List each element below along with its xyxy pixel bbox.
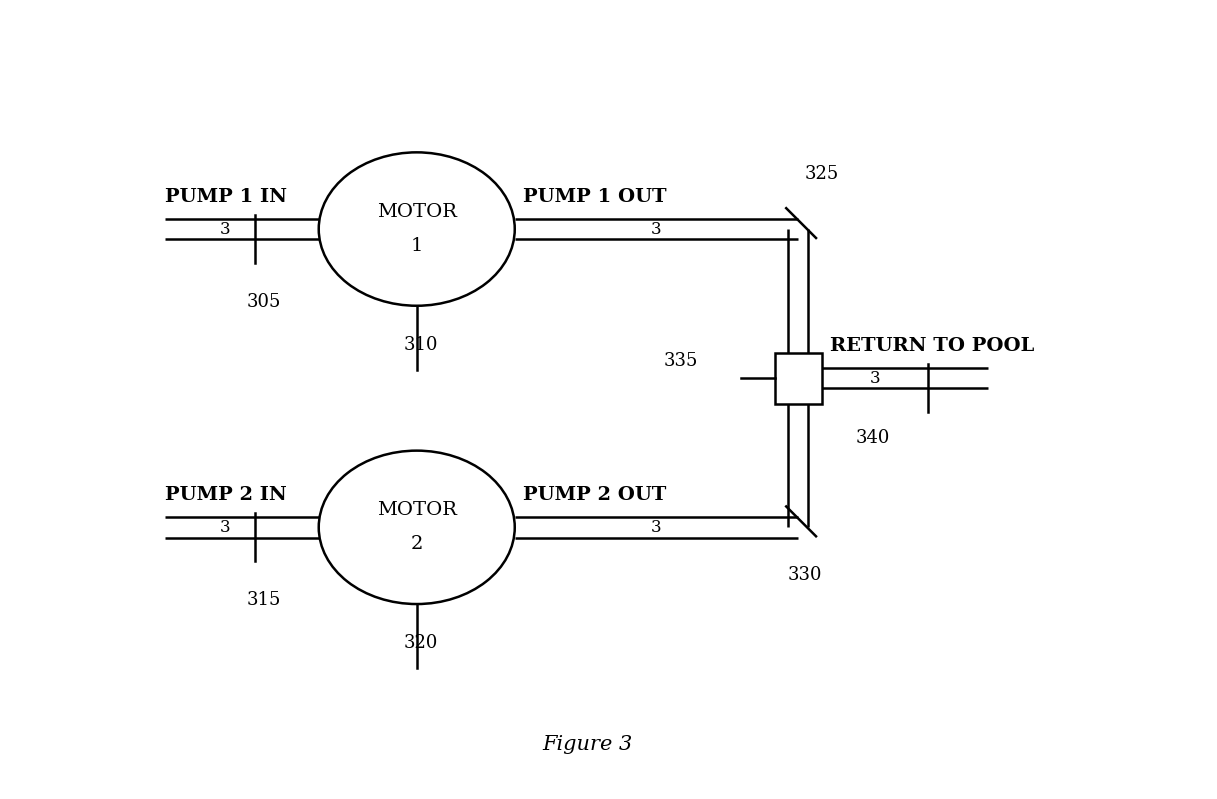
Text: 320: 320: [404, 634, 438, 652]
Text: 3: 3: [651, 221, 662, 237]
Text: RETURN TO POOL: RETURN TO POOL: [830, 337, 1034, 356]
Text: 315: 315: [246, 591, 281, 610]
Bar: [775, 352, 821, 403]
Text: 3: 3: [651, 519, 662, 536]
Text: 305: 305: [246, 293, 281, 311]
Text: MOTOR: MOTOR: [377, 501, 456, 519]
Text: 1: 1: [410, 237, 424, 255]
Text: PUMP 2 OUT: PUMP 2 OUT: [523, 487, 667, 504]
Text: 3: 3: [869, 370, 880, 387]
Text: 310: 310: [404, 336, 438, 354]
Text: PUMP 1 OUT: PUMP 1 OUT: [523, 188, 667, 206]
Text: PUMP 2 IN: PUMP 2 IN: [166, 487, 287, 504]
Text: 335: 335: [663, 352, 699, 370]
Text: PUMP 1 IN: PUMP 1 IN: [166, 188, 287, 206]
Text: 3: 3: [219, 221, 230, 237]
Text: Figure 3: Figure 3: [542, 735, 633, 754]
Text: 2: 2: [410, 535, 424, 554]
Text: 3: 3: [219, 519, 230, 536]
Text: 325: 325: [804, 165, 839, 183]
Text: 330: 330: [787, 566, 821, 584]
Text: 340: 340: [856, 429, 890, 447]
Text: MOTOR: MOTOR: [377, 203, 456, 221]
